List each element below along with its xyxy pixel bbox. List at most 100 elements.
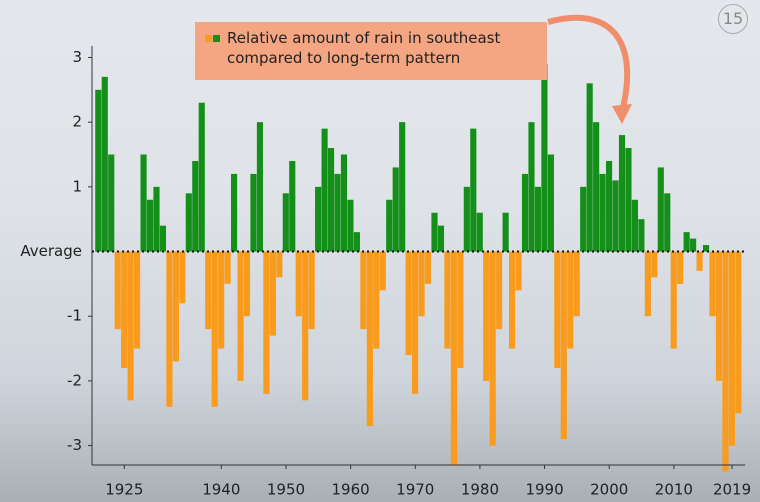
bar bbox=[140, 155, 146, 252]
bar bbox=[328, 148, 334, 252]
bar bbox=[722, 252, 728, 472]
bar bbox=[574, 252, 580, 317]
bar bbox=[425, 252, 431, 284]
bar bbox=[541, 64, 547, 252]
y-tick-label: 3 bbox=[72, 48, 82, 66]
x-tick-label: 1950 bbox=[267, 481, 305, 499]
bar bbox=[664, 193, 670, 251]
bar bbox=[716, 252, 722, 381]
bar bbox=[419, 252, 425, 317]
legend-swatch bbox=[213, 35, 220, 42]
bar bbox=[166, 252, 172, 407]
bar bbox=[658, 167, 664, 251]
bar bbox=[153, 187, 159, 252]
bar bbox=[95, 90, 101, 252]
bar bbox=[121, 252, 127, 368]
bar bbox=[186, 193, 192, 251]
bar bbox=[561, 252, 567, 440]
page: 321Average-1-2-3192519401950196019701980… bbox=[0, 0, 760, 502]
legend: Relative amount of rain in southeast com… bbox=[195, 22, 547, 80]
bar bbox=[218, 252, 224, 349]
bar bbox=[509, 252, 515, 349]
bar bbox=[250, 174, 256, 252]
bar bbox=[457, 252, 463, 368]
bar bbox=[632, 200, 638, 252]
bar bbox=[535, 187, 541, 252]
bar bbox=[212, 252, 218, 407]
bar bbox=[128, 252, 134, 401]
bar bbox=[231, 174, 237, 252]
y-tick-label: -1 bbox=[67, 307, 82, 325]
y-tick-label: -2 bbox=[67, 371, 82, 389]
bar bbox=[671, 252, 677, 349]
bar bbox=[134, 252, 140, 349]
legend-swatch bbox=[205, 35, 212, 42]
bar bbox=[709, 252, 715, 317]
bar bbox=[257, 122, 263, 251]
bar bbox=[690, 239, 696, 252]
bar bbox=[225, 252, 231, 284]
bar bbox=[464, 187, 470, 252]
bar bbox=[522, 174, 528, 252]
bar bbox=[263, 252, 269, 394]
x-tick-label: 2019 bbox=[713, 481, 751, 499]
bar bbox=[483, 252, 489, 381]
bar bbox=[147, 200, 153, 252]
bar bbox=[554, 252, 560, 368]
bar bbox=[444, 252, 450, 349]
bar bbox=[490, 252, 496, 446]
bar bbox=[729, 252, 735, 446]
bar bbox=[684, 232, 690, 251]
bar bbox=[360, 252, 366, 330]
bar bbox=[244, 252, 250, 317]
bar bbox=[173, 252, 179, 362]
bar bbox=[289, 161, 295, 252]
bar bbox=[302, 252, 308, 401]
x-tick-label: 2010 bbox=[655, 481, 693, 499]
bar bbox=[503, 213, 509, 252]
y-tick-label: 2 bbox=[72, 113, 82, 131]
y-tick-label: -3 bbox=[67, 436, 82, 454]
x-tick-label: 1980 bbox=[461, 481, 499, 499]
bar bbox=[393, 167, 399, 251]
x-tick-label: 2000 bbox=[590, 481, 628, 499]
x-tick-label: 1925 bbox=[105, 481, 143, 499]
bar bbox=[115, 252, 121, 330]
x-tick-label: 1990 bbox=[525, 481, 563, 499]
arrow-head bbox=[612, 104, 632, 124]
bar bbox=[386, 200, 392, 252]
bar bbox=[315, 187, 321, 252]
bar bbox=[341, 155, 347, 252]
bar bbox=[160, 226, 166, 252]
bar bbox=[567, 252, 573, 349]
bar bbox=[354, 232, 360, 251]
bar bbox=[270, 252, 276, 336]
bar bbox=[593, 122, 599, 251]
bar bbox=[192, 161, 198, 252]
bar bbox=[651, 252, 657, 278]
bar bbox=[296, 252, 302, 317]
bar bbox=[451, 252, 457, 465]
bar bbox=[697, 252, 703, 271]
bar bbox=[638, 219, 644, 251]
bar bbox=[612, 180, 618, 251]
bar bbox=[438, 226, 444, 252]
bar bbox=[548, 155, 554, 252]
bar bbox=[406, 252, 412, 356]
bar bbox=[470, 129, 476, 252]
y-tick-label: Average bbox=[20, 242, 82, 260]
y-tick-label: 1 bbox=[72, 177, 82, 195]
x-tick-label: 1940 bbox=[202, 481, 240, 499]
bar bbox=[606, 161, 612, 252]
bar bbox=[619, 135, 625, 251]
bar bbox=[334, 174, 340, 252]
bar bbox=[322, 129, 328, 252]
bar bbox=[283, 193, 289, 251]
bar bbox=[677, 252, 683, 284]
bar bbox=[600, 174, 606, 252]
legend-label: Relative amount of rain in southeast com… bbox=[227, 29, 500, 67]
bar bbox=[645, 252, 651, 317]
bar bbox=[179, 252, 185, 304]
page-number: 15 bbox=[718, 4, 748, 34]
bar bbox=[380, 252, 386, 291]
